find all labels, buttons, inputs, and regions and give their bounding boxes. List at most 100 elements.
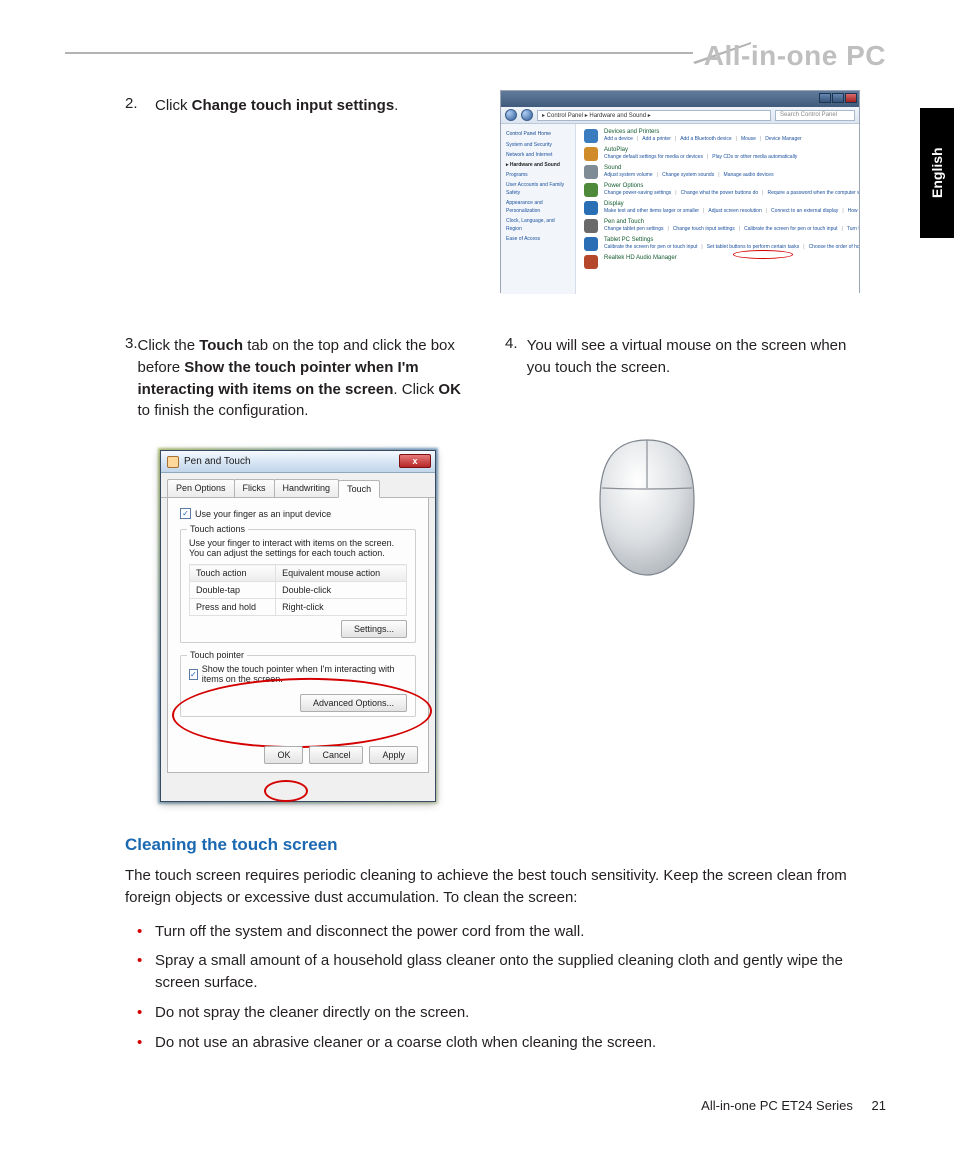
cp-link[interactable]: Change system sounds <box>662 172 714 178</box>
cp-highlight-ellipse <box>733 250 793 259</box>
header-rule <box>65 52 693 54</box>
pt-settings-btn[interactable]: Settings... <box>341 620 407 638</box>
cp-link[interactable]: Require a password when the computer wak… <box>767 190 859 196</box>
pt-apply-btn[interactable]: Apply <box>369 746 418 764</box>
virtual-mouse-image <box>582 430 712 580</box>
step-2-text: Click Change touch input settings. <box>155 95 505 117</box>
pt-touch-pointer-title: Touch pointer <box>187 650 247 660</box>
cp-side-item[interactable]: Ease of Access <box>506 234 570 244</box>
cp-link[interactable]: How to correct monitor flicker (refresh … <box>848 208 859 214</box>
cp-link[interactable]: Set tablet buttons to perform certain ta… <box>707 244 800 250</box>
cp-link[interactable]: Change what the power buttons do <box>681 190 759 196</box>
cp-link[interactable]: Manage audio devices <box>724 172 774 178</box>
step-2-num: 2. <box>125 95 155 117</box>
pt-bottom-buttons: OK Cancel Apply <box>264 746 418 764</box>
cp-category-icon <box>584 147 598 161</box>
cp-link[interactable]: Calibrate the screen for pen or touch in… <box>744 226 837 232</box>
cp-min-btn[interactable] <box>819 93 831 103</box>
cleaning-heading: Cleaning the touch screen <box>125 835 885 855</box>
cp-forward-btn[interactable] <box>521 109 533 121</box>
cleaning-intro: The touch screen requires periodic clean… <box>125 865 885 909</box>
pt-tab[interactable]: Touch <box>338 480 380 498</box>
pt-use-finger-label: Use your finger as an input device <box>195 509 331 519</box>
cp-link[interactable]: Change touch input settings <box>673 226 735 232</box>
pt-show-pointer-checkbox[interactable]: ✓ <box>189 669 198 680</box>
steps-3-4: 3. Click the Touch tab on the top and cl… <box>125 335 885 442</box>
cp-link[interactable]: Calibrate the screen for pen or touch in… <box>604 244 697 250</box>
pt-use-finger-checkbox[interactable]: ✓ <box>180 508 191 519</box>
cp-category-title[interactable]: Power Options <box>604 182 859 190</box>
cp-category-icon <box>584 237 598 251</box>
pt-cancel-btn[interactable]: Cancel <box>309 746 363 764</box>
pen-touch-dialog: Pen and Touch x Pen OptionsFlicksHandwri… <box>160 450 436 802</box>
cp-side-item[interactable]: Hardware and Sound <box>506 160 570 170</box>
pt-tab[interactable]: Flicks <box>234 479 275 497</box>
cp-link[interactable]: Play CDs or other media automatically <box>712 154 797 160</box>
pt-tab[interactable]: Handwriting <box>274 479 340 497</box>
footer-page: 21 <box>872 1098 886 1113</box>
cp-link[interactable]: Turn flicks on and off <box>847 226 859 232</box>
cp-link[interactable]: Mouse <box>741 136 756 142</box>
pt-col-1: Equivalent mouse action <box>276 565 407 582</box>
cp-link[interactable]: Make text and other items larger or smal… <box>604 208 699 214</box>
cp-link[interactable]: Change default settings for media or dev… <box>604 154 703 160</box>
cp-main: Devices and PrintersAdd a device|Add a p… <box>576 124 859 294</box>
cp-close-btn[interactable] <box>845 93 857 103</box>
pt-tabs: Pen OptionsFlicksHandwritingTouch <box>161 473 435 498</box>
cp-side-item[interactable]: User Accounts and Family Safety <box>506 180 570 198</box>
cp-side-item[interactable]: System and Security <box>506 140 570 150</box>
cp-max-btn[interactable] <box>832 93 844 103</box>
step-3-num: 3. <box>125 335 138 422</box>
pt-table-row[interactable]: Double-tapDouble-click <box>190 582 407 599</box>
pt-table-row[interactable]: Press and holdRight-click <box>190 599 407 616</box>
cp-link[interactable]: Choose the order of how your screen rota… <box>809 244 859 250</box>
cp-category: Realtek HD Audio Manager <box>584 254 851 269</box>
cp-category-icon <box>584 201 598 215</box>
cp-side-item[interactable]: Appearance and Personalization <box>506 198 570 216</box>
header-title: All-in-one PC <box>704 40 886 72</box>
cp-link[interactable]: Add a printer <box>642 136 671 142</box>
cp-category-icon <box>584 255 598 269</box>
cp-side-item[interactable]: Network and Internet <box>506 150 570 160</box>
cp-link[interactable]: Add a device <box>604 136 633 142</box>
cp-link[interactable]: Adjust system volume <box>604 172 653 178</box>
cp-link[interactable]: Adjust screen resolution <box>708 208 761 214</box>
cp-link[interactable]: Change tablet pen settings <box>604 226 664 232</box>
cp-category-icon <box>584 129 598 143</box>
cp-link[interactable]: Connect to an external display <box>771 208 838 214</box>
pt-touch-actions-title: Touch actions <box>187 524 248 534</box>
cp-category-title[interactable]: Pen and Touch <box>604 218 859 226</box>
cp-category: DisplayMake text and other items larger … <box>584 200 851 215</box>
cp-category-title[interactable]: Tablet PC Settings <box>604 236 859 244</box>
cp-link[interactable]: Add a Bluetooth device <box>680 136 731 142</box>
pt-ok-btn[interactable]: OK <box>264 746 303 764</box>
cp-breadcrumb[interactable]: ▸ Control Panel ▸ Hardware and Sound ▸ <box>537 110 771 121</box>
pt-ok-highlight-ellipse <box>264 780 308 802</box>
cleaning-bullets: Turn off the system and disconnect the p… <box>155 921 885 1054</box>
cleaning-bullet: Do not spray the cleaner directly on the… <box>155 1002 885 1024</box>
cp-side-item[interactable]: Clock, Language, and Region <box>506 216 570 234</box>
cp-category-title[interactable]: AutoPlay <box>604 146 801 154</box>
cp-link[interactable]: Device Manager <box>765 136 801 142</box>
cp-category-title[interactable]: Sound <box>604 164 778 172</box>
pt-touch-actions-group: Touch actions Use your finger to interac… <box>180 529 416 643</box>
pt-touch-actions-desc: Use your finger to interact with items o… <box>189 538 407 558</box>
cp-link[interactable]: Change power-saving settings <box>604 190 671 196</box>
cp-category: Tablet PC SettingsCalibrate the screen f… <box>584 236 851 251</box>
pt-titlebar: Pen and Touch x <box>161 451 435 473</box>
pt-close-btn[interactable]: x <box>399 454 431 468</box>
cp-category-title[interactable]: Realtek HD Audio Manager <box>604 254 677 262</box>
pt-title-icon <box>167 456 179 468</box>
cp-search-input[interactable]: Search Control Panel <box>775 110 855 121</box>
cp-category: Devices and PrintersAdd a device|Add a p… <box>584 128 851 143</box>
cp-category-title[interactable]: Devices and Printers <box>604 128 806 136</box>
cp-category-title[interactable]: Display <box>604 200 859 208</box>
cp-category: Power OptionsChange power-saving setting… <box>584 182 851 197</box>
cp-side-item[interactable]: Programs <box>506 170 570 180</box>
step-4: 4. You will see a virtual mouse on the s… <box>505 335 865 422</box>
language-tab: English <box>920 108 954 238</box>
cp-side-header: Control Panel Home <box>506 129 570 139</box>
step-3-text: Click the Touch tab on the top and click… <box>138 335 475 422</box>
cp-back-btn[interactable] <box>505 109 517 121</box>
pt-tab[interactable]: Pen Options <box>167 479 235 497</box>
